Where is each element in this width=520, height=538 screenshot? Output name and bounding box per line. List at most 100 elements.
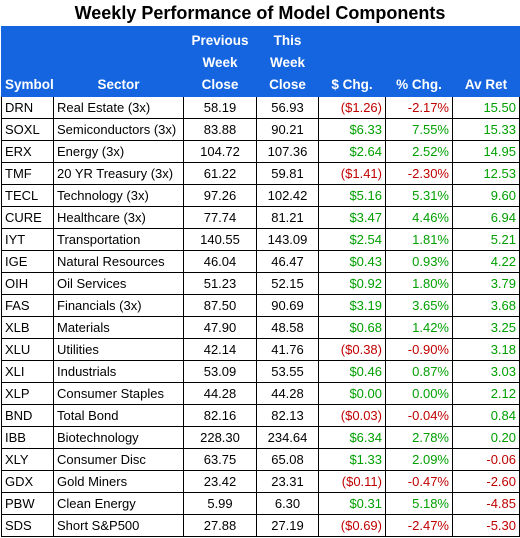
table-row: XLU Utilities 42.14 41.76 ($0.38) -0.90% 3.18 <box>1 338 520 361</box>
header-dollar-change: $ Chg. <box>318 26 386 97</box>
previous-close-cell: 47.90 <box>183 316 257 339</box>
previous-close-cell: 97.26 <box>183 184 257 207</box>
this-close-cell: 44.28 <box>256 382 319 405</box>
table-row: XLP Consumer Staples 44.28 44.28 $0.00 0.00% 2… <box>1 382 520 405</box>
table-row: DRN Real Estate (3x) 58.19 56.93 ($1.26) -2.1… <box>1 96 520 119</box>
average-return-cell: 14.95 <box>452 140 520 163</box>
sector-cell: Industrials <box>53 360 184 383</box>
percent-change-cell: 2.52% <box>385 140 453 163</box>
table-row: IYT Transportation 140.55 143.09 $2.54 1.81% 5… <box>1 228 520 251</box>
this-close-cell: 48.58 <box>256 316 319 339</box>
sector-cell: Natural Resources <box>53 250 184 273</box>
dollar-change-cell: $1.33 <box>318 448 386 471</box>
sector-cell: Real Estate (3x) <box>53 96 184 119</box>
average-return-cell: 12.53 <box>452 162 520 185</box>
average-return-cell: 6.94 <box>452 206 520 229</box>
table-body: DRN Real Estate (3x) 58.19 56.93 ($1.26) -2.1… <box>1 96 520 537</box>
table-row: SDS Short S&P500 27.88 27.19 ($0.69) -2.47% -5… <box>1 514 520 537</box>
previous-close-cell: 63.75 <box>183 448 257 471</box>
dollar-change-cell: $2.64 <box>318 140 386 163</box>
average-return-cell: 3.68 <box>452 294 520 317</box>
table-row: TECL Technology (3x) 97.26 102.42 $5.16 5.31%… <box>1 184 520 207</box>
percent-change-cell: 1.42% <box>385 316 453 339</box>
average-return-cell: -4.85 <box>452 492 520 515</box>
dollar-change-cell: ($0.69) <box>318 514 386 537</box>
sector-cell: Financials (3x) <box>53 294 184 317</box>
this-close-cell: 234.64 <box>256 426 319 449</box>
this-close-cell: 41.76 <box>256 338 319 361</box>
percent-change-cell: 1.80% <box>385 272 453 295</box>
previous-close-cell: 46.04 <box>183 250 257 273</box>
this-close-cell: 90.21 <box>256 118 319 141</box>
sector-cell: Biotechnology <box>53 426 184 449</box>
percent-change-cell: 1.81% <box>385 228 453 251</box>
this-close-cell: 102.42 <box>256 184 319 207</box>
dollar-change-cell: $0.31 <box>318 492 386 515</box>
percent-change-cell: -2.47% <box>385 514 453 537</box>
symbol-cell: IGE <box>1 250 54 273</box>
average-return-cell: 3.03 <box>452 360 520 383</box>
percent-change-cell: 2.78% <box>385 426 453 449</box>
header-symbol: Symbol <box>1 26 54 97</box>
previous-close-cell: 44.28 <box>183 382 257 405</box>
symbol-cell: XLY <box>1 448 54 471</box>
symbol-cell: SDS <box>1 514 54 537</box>
this-close-cell: 90.69 <box>256 294 319 317</box>
this-close-cell: 6.30 <box>256 492 319 515</box>
percent-change-cell: 7.55% <box>385 118 453 141</box>
this-close-cell: 143.09 <box>256 228 319 251</box>
dollar-change-cell: $0.43 <box>318 250 386 273</box>
symbol-cell: FAS <box>1 294 54 317</box>
average-return-cell: -0.06 <box>452 448 520 471</box>
table-title: Weekly Performance of Model Components <box>74 3 446 23</box>
header-this-line3: Close <box>269 77 306 92</box>
symbol-cell: CURE <box>1 206 54 229</box>
dollar-change-cell: $3.19 <box>318 294 386 317</box>
header-this-line1: This <box>273 33 302 48</box>
average-return-cell: 3.79 <box>452 272 520 295</box>
table-row: IGE Natural Resources 46.04 46.47 $0.43 0.93%… <box>1 250 520 273</box>
table-row: XLY Consumer Disc 63.75 65.08 $1.33 2.09% -0.0… <box>1 448 520 471</box>
dollar-change-cell: ($1.41) <box>318 162 386 185</box>
this-close-cell: 56.93 <box>256 96 319 119</box>
previous-close-cell: 23.42 <box>183 470 257 493</box>
header-percent-change: % Chg. <box>385 26 453 97</box>
previous-close-cell: 140.55 <box>183 228 257 251</box>
symbol-cell: DRN <box>1 96 54 119</box>
previous-close-cell: 61.22 <box>183 162 257 185</box>
dollar-change-cell: $6.34 <box>318 426 386 449</box>
symbol-cell: XLP <box>1 382 54 405</box>
symbol-cell: XLU <box>1 338 54 361</box>
symbol-cell: TMF <box>1 162 54 185</box>
symbol-cell: XLI <box>1 360 54 383</box>
average-return-cell: -2.60 <box>452 470 520 493</box>
percent-change-cell: 4.46% <box>385 206 453 229</box>
this-close-cell: 53.55 <box>256 360 319 383</box>
percent-change-cell: 0.87% <box>385 360 453 383</box>
table-row: SOXL Semiconductors (3x) 83.88 90.21 $6.33 7.… <box>1 118 520 141</box>
table-row: BND Total Bond 82.16 82.13 ($0.03) -0.04% 0.84 <box>1 404 520 427</box>
sector-cell: Materials <box>53 316 184 339</box>
this-close-cell: 59.81 <box>256 162 319 185</box>
previous-close-cell: 104.72 <box>183 140 257 163</box>
dollar-change-cell: $2.54 <box>318 228 386 251</box>
sector-cell: Semiconductors (3x) <box>53 118 184 141</box>
percent-change-cell: 2.09% <box>385 448 453 471</box>
symbol-cell: OIH <box>1 272 54 295</box>
percent-change-cell: 5.18% <box>385 492 453 515</box>
this-close-cell: 82.13 <box>256 404 319 427</box>
percent-change-cell: 0.93% <box>385 250 453 273</box>
previous-close-cell: 53.09 <box>183 360 257 383</box>
average-return-cell: 9.60 <box>452 184 520 207</box>
average-return-cell: 15.50 <box>452 96 520 119</box>
performance-table: Symbol Sector Previous Week Close This W… <box>1 26 520 537</box>
dollar-change-cell: $0.68 <box>318 316 386 339</box>
sector-cell: Consumer Disc <box>53 448 184 471</box>
table-row: XLI Industrials 53.09 53.55 $0.46 0.87% 3.03 <box>1 360 520 383</box>
table-row: OIH Oil Services 51.23 52.15 $0.92 1.80% 3.79 <box>1 272 520 295</box>
percent-change-cell: -0.47% <box>385 470 453 493</box>
percent-change-cell: -0.04% <box>385 404 453 427</box>
sector-cell: Transportation <box>53 228 184 251</box>
previous-close-cell: 58.19 <box>183 96 257 119</box>
sector-cell: Short S&P500 <box>53 514 184 537</box>
